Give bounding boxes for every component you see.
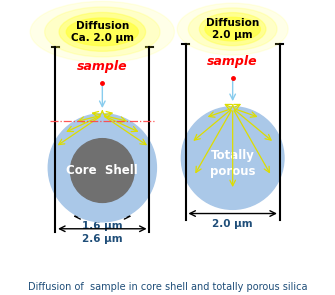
Text: Totally
porous: Totally porous — [210, 149, 255, 178]
Text: 2.0 μm: 2.0 μm — [212, 219, 253, 229]
Text: sample: sample — [77, 60, 128, 73]
Ellipse shape — [205, 17, 260, 41]
Text: Core  Shell: Core Shell — [66, 164, 138, 177]
Ellipse shape — [188, 8, 277, 50]
Ellipse shape — [66, 18, 138, 46]
Text: Diffusion
Ca. 2.0 μm: Diffusion Ca. 2.0 μm — [71, 21, 134, 43]
Circle shape — [48, 114, 156, 222]
Text: 2.6 μm: 2.6 μm — [82, 234, 123, 244]
Text: Diffusion of  sample in core shell and totally porous silica: Diffusion of sample in core shell and to… — [28, 282, 307, 292]
Ellipse shape — [199, 13, 266, 46]
Ellipse shape — [59, 12, 146, 51]
Text: sample: sample — [207, 55, 258, 68]
Text: 1.6 μm: 1.6 μm — [82, 221, 123, 231]
Text: Diffusion
2.0 μm: Diffusion 2.0 μm — [206, 18, 259, 40]
Ellipse shape — [45, 7, 160, 57]
Ellipse shape — [30, 1, 175, 63]
Circle shape — [70, 139, 134, 202]
Ellipse shape — [177, 3, 288, 55]
Circle shape — [181, 107, 284, 209]
